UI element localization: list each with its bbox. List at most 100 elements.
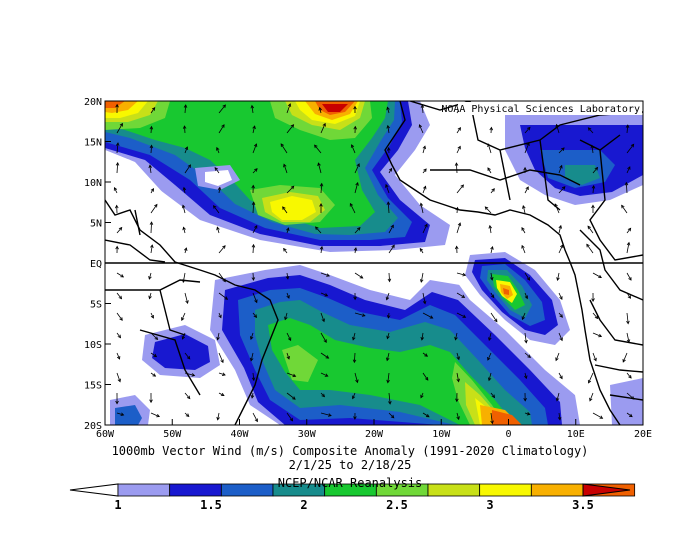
- y-tick-label: 20N: [84, 97, 102, 108]
- wind-vector-head: [254, 299, 258, 304]
- wind-vector: [218, 245, 226, 254]
- wind-vector-head: [490, 245, 494, 250]
- wind-vector: [554, 203, 560, 214]
- wind-vector-head: [598, 274, 602, 279]
- x-tick-label: 10E: [567, 429, 585, 440]
- wind-vector-head: [521, 244, 525, 249]
- wind-vector-head: [526, 277, 531, 281]
- wind-vector: [354, 182, 359, 194]
- wind-vector: [592, 412, 603, 419]
- wind-vector-head: [523, 397, 527, 402]
- wind-vector-head: [521, 227, 525, 231]
- wind-vector-head: [626, 339, 631, 344]
- wind-vector-head: [587, 225, 591, 230]
- wind-vector-head: [429, 315, 434, 319]
- wind-vector: [521, 245, 526, 254]
- contour-north-inner-2: [205, 170, 232, 186]
- wind-vector: [621, 205, 628, 214]
- wind-vector-head: [560, 244, 564, 249]
- x-tick-label: 20W: [365, 429, 384, 440]
- colorbar-tick-label: 2: [300, 498, 307, 512]
- wind-vector-head: [115, 103, 119, 108]
- wind-vector-head: [349, 202, 354, 207]
- wind-vector-head: [323, 339, 327, 343]
- wind-vector: [422, 292, 426, 304]
- wind-vector: [422, 146, 426, 154]
- wind-vector-head: [527, 354, 531, 358]
- wind-vector-head: [625, 124, 630, 128]
- wind-vector: [354, 272, 363, 279]
- wind-vector: [150, 332, 158, 340]
- wind-vector-head: [555, 357, 559, 362]
- wind-vector: [558, 186, 566, 194]
- wind-vector-head: [387, 278, 392, 283]
- wind-vector-head: [286, 355, 290, 360]
- wind-vector: [522, 205, 526, 214]
- wind-vector: [354, 247, 357, 254]
- border-south-america: [105, 209, 201, 396]
- wind-vector: [150, 312, 154, 319]
- wind-vector-head: [181, 204, 186, 209]
- wind-vector-head: [385, 296, 390, 301]
- wind-vector: [490, 292, 495, 298]
- y-tick-label: 20S: [84, 421, 102, 432]
- wind-vector-head: [554, 203, 558, 208]
- wind-vector: [456, 207, 458, 214]
- wind-vector-head: [424, 353, 429, 357]
- wind-vector-head: [386, 201, 391, 205]
- wind-vector-head: [181, 279, 186, 283]
- wind-vector: [558, 372, 563, 379]
- wind-vector: [386, 352, 390, 361]
- wind-vector-head: [490, 294, 495, 299]
- wind-vector: [419, 124, 424, 134]
- wind-vector: [214, 167, 220, 174]
- wind-vector: [455, 332, 458, 340]
- wind-vector-head: [151, 107, 156, 111]
- contour-se-corner: [610, 378, 643, 425]
- wind-vector: [252, 168, 258, 174]
- wind-vector-head: [115, 245, 119, 250]
- wind-vector-head: [559, 164, 563, 169]
- wind-vector-head: [319, 202, 323, 207]
- wind-vector: [216, 227, 220, 234]
- wind-vector-head: [184, 247, 188, 252]
- wind-vector-head: [254, 225, 258, 229]
- wind-vector: [150, 372, 156, 377]
- wind-vector-head: [556, 277, 560, 282]
- wind-vector-head: [526, 412, 531, 416]
- wind-vector: [213, 205, 220, 214]
- wind-vector: [150, 352, 157, 357]
- wind-vector: [353, 352, 356, 363]
- wind-vector-head: [559, 314, 563, 318]
- wind-vector: [149, 292, 152, 299]
- wind-vector: [587, 225, 594, 234]
- wind-vector-head: [598, 333, 603, 338]
- wind-vector-head: [491, 188, 495, 192]
- caption-line-1: 1000mb Vector Wind (m/s) Composite Anoma…: [111, 444, 589, 458]
- wind-vector: [592, 312, 598, 319]
- wind-vector-head: [419, 279, 424, 283]
- wind-vector-head: [388, 167, 393, 172]
- wind-vector-head: [351, 395, 356, 400]
- wind-vector: [558, 147, 565, 154]
- wind-vector-head: [456, 356, 460, 361]
- wind-vector: [626, 412, 633, 418]
- wind-vector-head: [186, 395, 191, 400]
- wind-vector: [116, 272, 124, 278]
- wind-vector: [184, 146, 188, 154]
- contour-south-gap: [450, 268, 580, 395]
- wind-vector: [490, 312, 498, 322]
- wind-vector-head: [326, 273, 330, 277]
- wind-vector: [456, 222, 461, 234]
- wind-vector-head: [524, 375, 528, 380]
- wind-vector: [354, 227, 361, 234]
- wind-vector-head: [624, 181, 629, 186]
- wind-vector-head: [321, 318, 325, 323]
- wind-vector-head: [182, 125, 187, 129]
- wind-vector-head: [555, 397, 560, 402]
- wind-vector: [150, 145, 153, 154]
- wind-vector-head: [114, 204, 119, 209]
- wind-vector: [286, 185, 295, 194]
- wind-vector: [387, 202, 390, 214]
- contour-sw-2: [152, 334, 210, 370]
